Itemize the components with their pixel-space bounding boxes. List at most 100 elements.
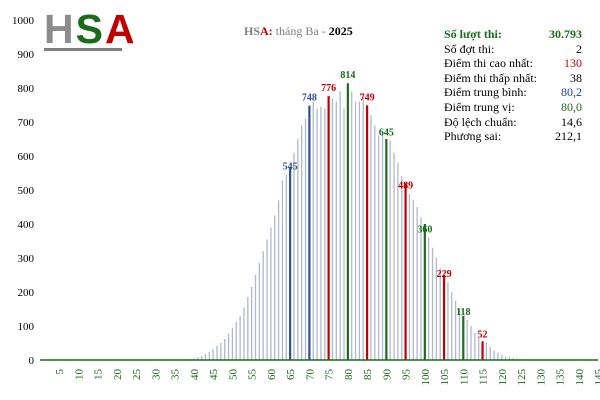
- bar-value-label: 776: [321, 83, 336, 94]
- bar: [358, 101, 361, 360]
- bar-value-label: 749: [360, 92, 375, 103]
- bar: [508, 357, 511, 360]
- bar: [231, 327, 234, 360]
- stat-row-max: Điểm thi cao nhất: 130: [444, 56, 582, 71]
- bar: [447, 282, 449, 360]
- x-tick-label: 65: [285, 369, 297, 381]
- stat-row-total: Số lượt thi: 30.793: [444, 27, 582, 42]
- y-tick-label: 500: [18, 185, 35, 197]
- stat-value: 38: [570, 70, 582, 85]
- bar: [408, 193, 411, 360]
- bar: [304, 118, 307, 360]
- bar-value-label: 489: [398, 181, 413, 192]
- bar: [454, 300, 457, 360]
- stat-value: 130: [564, 56, 582, 71]
- x-tick-label: 135: [555, 369, 567, 386]
- x-tick-label: 45: [208, 369, 220, 381]
- bar: [466, 319, 468, 360]
- stat-value: 14,6: [561, 114, 582, 129]
- bar: [335, 101, 337, 360]
- x-tick-label: 40: [189, 369, 201, 381]
- bar: [420, 217, 422, 360]
- bar: [320, 106, 322, 360]
- y-tick-label: 400: [18, 219, 35, 231]
- stat-label: Điểm trung vị:: [444, 99, 515, 114]
- stat-label: Phương sai:: [444, 129, 502, 144]
- bar: [312, 101, 314, 360]
- bar: [470, 326, 472, 360]
- bar: [331, 98, 334, 360]
- stat-row-min: Điểm thi thấp nhất: 38: [444, 71, 582, 86]
- bar: [197, 357, 199, 360]
- bar: [297, 139, 299, 360]
- bar: [416, 207, 418, 360]
- bar: [401, 176, 403, 360]
- x-tick-label: 60: [266, 369, 278, 381]
- x-tick-label: 90: [381, 369, 393, 381]
- x-tick-label: 100: [420, 369, 432, 386]
- bar: [270, 227, 272, 360]
- bar: [451, 292, 453, 360]
- bar: [504, 356, 507, 360]
- bar: [258, 263, 261, 360]
- stat-label: Số đợt thi:: [444, 41, 495, 56]
- stat-label: Độ lệch chuẩn:: [444, 114, 517, 129]
- bar-value-label: 545: [283, 162, 298, 173]
- x-tick-label: 110: [458, 369, 470, 386]
- stat-label: Số lượt thi:: [444, 27, 502, 41]
- x-tick-label: 75: [324, 369, 336, 381]
- bar: [343, 108, 345, 361]
- bar: [393, 152, 395, 360]
- bar: [362, 94, 364, 361]
- bar: [285, 174, 287, 360]
- x-tick-label: 15: [93, 369, 105, 381]
- bar: [235, 321, 237, 360]
- stat-value: 80,2: [561, 85, 582, 100]
- y-axis-labels: 0 100 200 300 400 500 600 700 800 900 1000: [12, 15, 35, 367]
- bar: [428, 237, 430, 360]
- stat-row-mean: Điểm trung bình: 80,2: [444, 85, 582, 100]
- bar: [208, 351, 210, 360]
- x-tick-label: 70: [304, 369, 316, 381]
- y-tick-label: 900: [18, 49, 35, 61]
- bar-value-label: 645: [379, 128, 394, 139]
- y-tick-label: 600: [18, 151, 35, 163]
- x-tick-label: 30: [150, 369, 162, 381]
- bar: [431, 247, 434, 360]
- bar: [254, 275, 257, 360]
- bar: [370, 115, 372, 360]
- x-tick-label: 115: [478, 369, 490, 386]
- histogram-bars: [185, 83, 541, 361]
- highlighted-bar: [385, 139, 388, 360]
- x-tick-label: 55: [247, 369, 259, 381]
- bar: [381, 132, 384, 360]
- x-tick-label: 10: [73, 369, 85, 381]
- bar: [193, 358, 195, 360]
- highlighted-bar: [289, 167, 292, 360]
- stat-row-variance: Phương sai: 212,1: [444, 129, 582, 144]
- bar: [435, 258, 438, 360]
- bar: [389, 140, 391, 360]
- bar: [497, 352, 499, 360]
- highlight-value-labels: 545 748 776 814 749 645 489 360 229 118 52: [283, 70, 488, 340]
- stat-row-stddev: Độ lệch chuẩn: 14,6: [444, 115, 582, 130]
- bar-value-label: 814: [340, 70, 355, 81]
- bar: [493, 350, 495, 360]
- bar: [247, 297, 249, 360]
- bar: [412, 200, 414, 360]
- bar-value-label: 360: [417, 225, 432, 236]
- bar: [262, 251, 264, 360]
- bar: [397, 162, 399, 360]
- bar: [439, 268, 441, 360]
- x-tick-label: 25: [131, 369, 143, 381]
- x-tick-label: 145: [593, 369, 600, 386]
- bar: [301, 125, 303, 361]
- bar-value-label: 229: [437, 269, 452, 280]
- stats-panel: Số lượt thi: 30.793 Số đợt thi: 2 Điểm t…: [444, 27, 582, 144]
- x-tick-label: 120: [497, 369, 509, 386]
- bar: [220, 343, 222, 360]
- bar: [474, 332, 476, 360]
- highlighted-bar: [462, 315, 465, 360]
- bar: [377, 135, 380, 360]
- x-axis-labels: 5 10 15 20 25 30 35 40 45 50 55 60 65 70 75 80 85 90 95 100…: [54, 369, 600, 386]
